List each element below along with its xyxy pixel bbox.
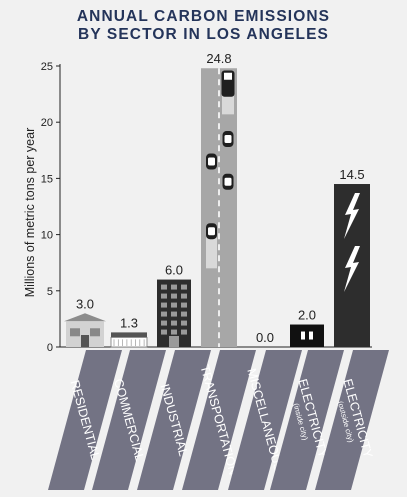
door <box>81 335 89 347</box>
car-windshield <box>208 157 215 166</box>
bar-4 <box>201 68 237 348</box>
factory-window <box>171 302 177 308</box>
factory-window <box>161 320 167 326</box>
plug-prong <box>301 331 305 340</box>
car-trail <box>206 231 217 269</box>
bar-2 <box>110 332 148 348</box>
category-band <box>48 350 122 490</box>
category-labels: RESIDENTIAL COMMERCIAL INDUSTRIAL TRANSPORT… <box>48 350 389 490</box>
factory-window <box>171 320 177 326</box>
factory-window <box>181 329 187 335</box>
category-band <box>228 350 302 490</box>
factory-window <box>181 311 187 317</box>
data-label: 6.0 <box>165 263 183 278</box>
category-band <box>137 350 211 490</box>
window <box>70 328 80 337</box>
factory-door <box>169 336 179 347</box>
y-tick-label: 15 <box>41 173 53 185</box>
car-windshield <box>208 227 215 236</box>
factory-window <box>181 302 187 308</box>
data-label: 2.0 <box>298 308 316 323</box>
bar-6 <box>290 324 324 347</box>
plug-prong <box>309 331 313 340</box>
factory-window <box>161 284 167 290</box>
category-band <box>92 350 166 490</box>
chart-title-line-2: BY SECTOR IN LOS ANGELES <box>78 26 329 43</box>
chart-title: ANNUAL CARBON EMISSIONS BY SECTOR IN LOS… <box>0 8 407 44</box>
lightning-bolt-icon <box>344 193 360 240</box>
category-band <box>315 350 389 490</box>
factory-window <box>171 311 177 317</box>
factory-window <box>161 302 167 308</box>
bar-commercial <box>110 336 148 348</box>
data-label: 14.5 <box>339 167 364 182</box>
bar-7 <box>334 184 370 347</box>
factory-window <box>181 293 187 299</box>
y-tick-label: 0 <box>47 342 53 354</box>
data-label: 1.3 <box>120 315 138 330</box>
factory-window <box>181 320 187 326</box>
store-sign <box>111 332 147 338</box>
y-tick-label: 25 <box>41 61 53 73</box>
factory-window <box>181 284 187 290</box>
factory-window <box>171 293 177 299</box>
house-roof <box>64 313 106 322</box>
bar-3 <box>157 279 191 347</box>
y-tick-label: 20 <box>41 117 53 129</box>
bus-window <box>224 72 232 80</box>
factory-window <box>171 329 177 335</box>
factory-window <box>161 329 167 335</box>
y-tick-label: 5 <box>47 286 53 298</box>
data-label: 3.0 <box>76 296 94 311</box>
lightning-bolt-icon <box>344 246 360 293</box>
data-label: 0.0 <box>256 330 274 345</box>
bars: 3.0 1.3 6.0 24.8 0.0 2.0 14.5 <box>64 51 370 348</box>
factory-window <box>161 311 167 317</box>
window <box>90 328 100 337</box>
bar-electricity-inside <box>290 324 324 347</box>
category-band <box>182 350 256 490</box>
y-tick-label: 10 <box>41 230 53 242</box>
factory-window <box>171 284 177 290</box>
y-axis-label: Millions of metric tons per year <box>23 128 37 298</box>
chart-title-line-1: ANNUAL CARBON EMISSIONS <box>76 8 331 25</box>
data-label: 24.8 <box>206 51 231 66</box>
factory-window <box>161 293 167 299</box>
category-band <box>270 350 344 490</box>
car-windshield <box>224 135 232 144</box>
car-windshield <box>224 177 232 186</box>
bar-1 <box>64 313 106 347</box>
